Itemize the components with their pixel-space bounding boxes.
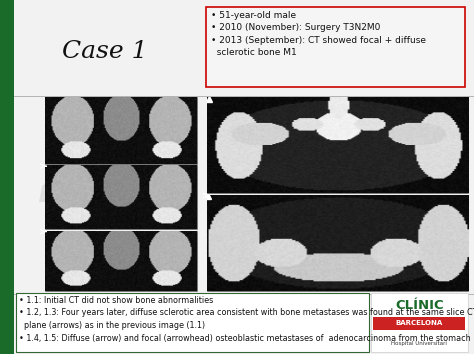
Text: 1.5: 1.5: [452, 281, 465, 290]
Text: • 51-year-old male
• 2010 (November): Surgery T3N2M0
• 2013 (September): CT show: • 51-year-old male • 2010 (November): Su…: [211, 11, 426, 57]
Text: Hospital Universitari: Hospital Universitari: [392, 341, 447, 346]
Bar: [371, 293, 468, 352]
Bar: [16, 293, 369, 352]
Text: 1.1: 1.1: [181, 154, 194, 162]
Bar: [207, 97, 468, 193]
Bar: [45, 165, 197, 229]
Text: Case 1: Case 1: [62, 40, 147, 63]
Text: CLÍNIC: CLÍNIC: [395, 299, 444, 312]
Bar: [45, 231, 197, 291]
Text: 1.4: 1.4: [452, 183, 465, 192]
Text: BARCELONA: BARCELONA: [396, 320, 443, 326]
Bar: [373, 316, 465, 330]
Text: 1.3: 1.3: [181, 281, 194, 290]
Text: • 1.1: Initial CT did not show bone abnormalities
• 1.2, 1.3: Four years later, : • 1.1: Initial CT did not show bone abno…: [19, 296, 474, 343]
Text: 2: 2: [37, 113, 119, 227]
Bar: [45, 97, 197, 164]
Bar: [207, 195, 468, 291]
Bar: [206, 7, 465, 87]
Text: 1.2: 1.2: [181, 219, 194, 228]
Bar: [0, 0, 14, 354]
